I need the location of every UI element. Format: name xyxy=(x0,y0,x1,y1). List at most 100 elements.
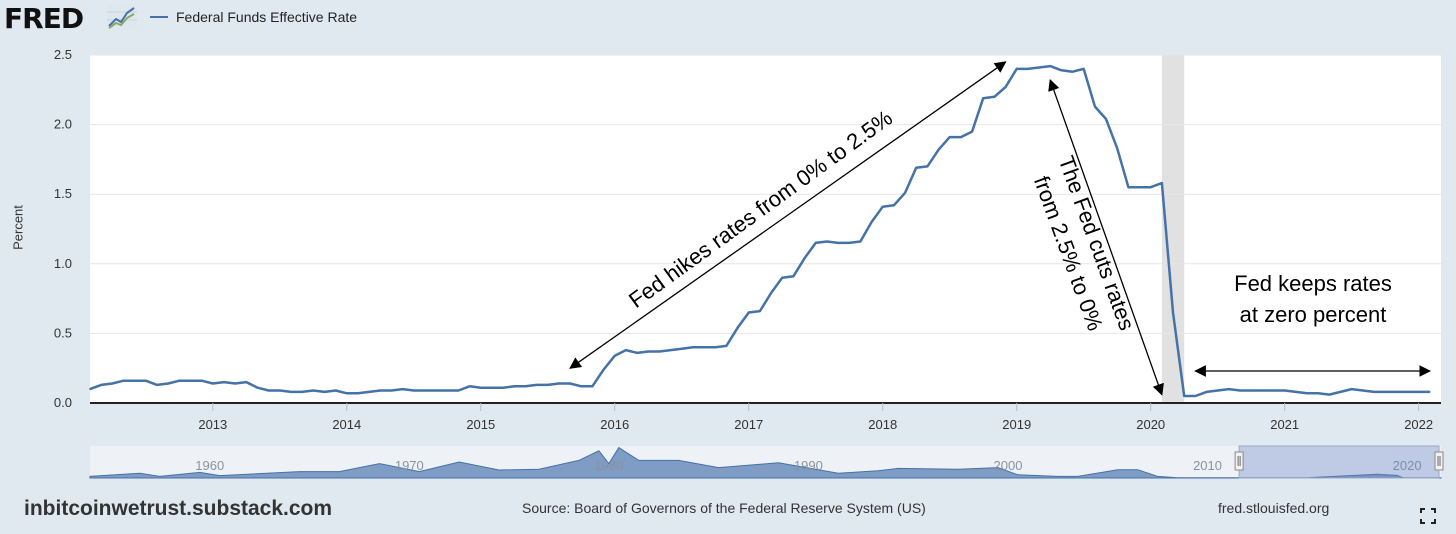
data-point xyxy=(904,192,906,194)
data-point xyxy=(647,350,650,353)
site-link[interactable]: fred.stlouisfed.org xyxy=(1218,500,1330,516)
data-point xyxy=(145,379,147,382)
data-point xyxy=(535,384,538,386)
data-point xyxy=(390,389,393,392)
data-point xyxy=(814,242,817,244)
data-point xyxy=(1406,391,1409,393)
data-point xyxy=(1328,393,1331,396)
data-point xyxy=(111,382,114,385)
data-point xyxy=(502,386,504,389)
data-point xyxy=(1283,389,1286,392)
navigator-selection[interactable] xyxy=(1238,445,1440,479)
data-point xyxy=(1049,65,1052,67)
legend[interactable]: Federal Funds Effective Rate xyxy=(150,9,357,25)
data-point xyxy=(591,385,594,388)
data-point xyxy=(133,379,136,382)
data-point xyxy=(692,346,694,349)
data-point xyxy=(1038,66,1040,69)
navigator-handle[interactable] xyxy=(1234,451,1244,471)
navigator-label: 2010 xyxy=(1193,458,1222,473)
data-point xyxy=(1105,118,1107,120)
navigator-label: 2020 xyxy=(1393,458,1422,473)
data-point xyxy=(290,391,292,393)
data-point xyxy=(1027,68,1029,70)
data-point xyxy=(770,292,772,294)
data-point xyxy=(736,327,739,329)
data-point xyxy=(468,385,471,388)
plot-area xyxy=(90,55,1441,403)
data-point xyxy=(1384,391,1386,393)
chart-line-icon xyxy=(107,4,137,30)
data-point xyxy=(1094,105,1096,108)
data-point xyxy=(837,242,839,244)
x-tick-label: 2015 xyxy=(466,417,495,432)
data-point xyxy=(658,350,661,353)
data-point xyxy=(1362,389,1364,392)
data-point xyxy=(267,389,270,392)
navigator-handle[interactable] xyxy=(1434,451,1444,471)
data-point xyxy=(1429,391,1431,393)
hike-arrow xyxy=(569,61,1007,369)
data-point xyxy=(1060,69,1063,72)
data-point xyxy=(602,368,605,371)
data-point xyxy=(301,391,303,393)
data-point xyxy=(826,240,828,243)
navigator-label: 1970 xyxy=(395,458,424,473)
source-note: Source: Board of Governors of the Federa… xyxy=(522,500,926,516)
navigator-label: 1980 xyxy=(594,458,623,473)
data-point xyxy=(1138,186,1141,189)
x-tick-label: 2020 xyxy=(1136,417,1165,432)
data-point xyxy=(368,391,370,393)
data-point xyxy=(223,381,225,383)
data-point xyxy=(200,379,203,382)
navigator-label: 1990 xyxy=(794,458,823,473)
data-point xyxy=(156,384,158,386)
data-point xyxy=(1149,186,1152,189)
data-point xyxy=(446,389,449,392)
data-point xyxy=(178,379,181,382)
legend-swatch xyxy=(150,16,168,18)
data-point xyxy=(703,346,705,349)
data-point xyxy=(1216,389,1219,392)
data-point xyxy=(1015,68,1018,70)
data-point xyxy=(1004,86,1007,88)
data-point xyxy=(636,352,638,354)
x-tick-label: 2018 xyxy=(868,417,897,432)
data-point xyxy=(1339,391,1342,393)
zero-annotation-line: at zero percent xyxy=(1240,302,1387,327)
data-point xyxy=(122,379,125,382)
data-point xyxy=(1082,68,1085,70)
data-point xyxy=(1417,391,1420,393)
data-point xyxy=(915,166,918,169)
data-point xyxy=(747,311,750,314)
data-point xyxy=(759,310,761,312)
data-point xyxy=(960,136,962,138)
data-point xyxy=(457,389,460,392)
navigator-label: 1960 xyxy=(195,458,224,473)
data-point xyxy=(803,257,806,260)
chart-header: FRED Federal Funds Effective Rate xyxy=(0,0,1456,40)
data-point xyxy=(993,95,996,98)
data-point xyxy=(1228,388,1230,390)
data-point xyxy=(1250,389,1252,392)
recession-band xyxy=(1161,55,1185,403)
data-point xyxy=(1172,311,1174,314)
data-point xyxy=(1116,147,1119,150)
y-tick-label: 0.0 xyxy=(54,395,72,410)
data-point xyxy=(971,130,973,133)
data-point xyxy=(412,389,415,392)
zero-annotation-line: Fed keeps rates xyxy=(1234,271,1392,296)
watermark: inbitcoinwetrust.substack.com xyxy=(24,497,333,520)
y-tick-label: 1.0 xyxy=(54,256,72,271)
data-point xyxy=(725,345,728,347)
data-point xyxy=(479,386,482,389)
fullscreen-icon[interactable] xyxy=(1420,508,1436,524)
data-point xyxy=(1239,389,1241,392)
fred-logo[interactable]: FRED xyxy=(4,2,84,35)
data-point xyxy=(1161,182,1163,184)
data-point xyxy=(669,349,672,351)
x-tick-label: 2017 xyxy=(734,417,763,432)
data-point xyxy=(881,205,884,208)
data-point xyxy=(524,385,527,388)
x-tick-label: 2022 xyxy=(1404,417,1433,432)
